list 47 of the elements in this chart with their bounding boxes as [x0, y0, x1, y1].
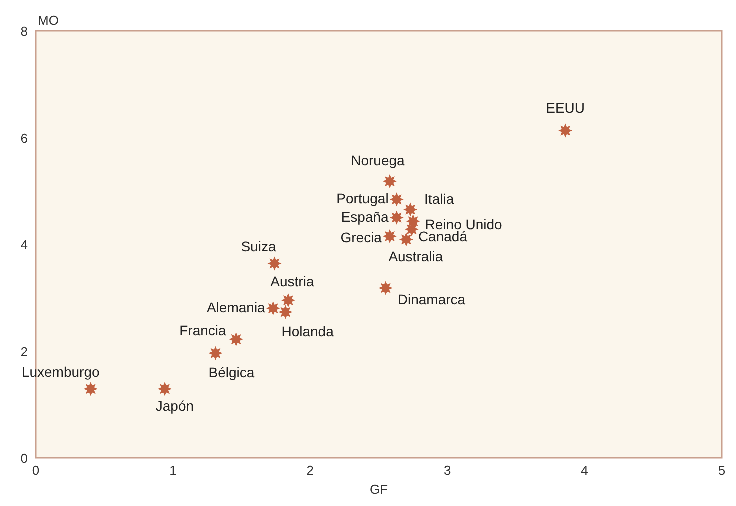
point: [278, 305, 293, 320]
x-tick-label: 0: [32, 463, 40, 478]
point: [399, 232, 414, 247]
annotation: Italia: [424, 190, 454, 207]
y-tick-label: 6: [20, 130, 28, 146]
annotation: Canadá: [418, 228, 468, 245]
point: [266, 302, 280, 316]
x-tick-label: 1: [170, 463, 177, 478]
annotation: Grecia: [340, 229, 382, 246]
point: [268, 256, 282, 271]
point: [378, 281, 393, 296]
y-tick-label: 4: [20, 238, 28, 252]
point: [382, 229, 397, 244]
x-tick-label: 5: [718, 463, 726, 478]
annotation: Holanda: [282, 323, 334, 340]
point: [84, 382, 98, 396]
x-tick-label: 3: [444, 463, 452, 478]
annotation: Australia: [388, 248, 444, 265]
point: [158, 382, 172, 396]
annotation: Japón: [156, 398, 194, 414]
annotation: Austria: [270, 274, 314, 290]
point: [382, 174, 397, 189]
point: [281, 294, 296, 308]
point: [208, 346, 223, 360]
y-axis-title: MO: [38, 13, 59, 28]
y-tick-label: 0: [20, 451, 28, 466]
annotation: EEUU: [546, 100, 586, 116]
annotation: Bélgica: [208, 364, 255, 380]
x-tick-label: 4: [581, 463, 588, 478]
point: [558, 124, 573, 138]
annotation: Suiza: [241, 238, 276, 255]
y-tick-label: 2: [20, 344, 28, 360]
point: [390, 192, 404, 207]
annotation: España: [341, 208, 390, 225]
point: [229, 332, 244, 347]
annotation: Luxemburgo: [22, 364, 100, 380]
annotation: Noruega: [351, 152, 406, 169]
annotation: Portugal: [336, 190, 389, 207]
point: [404, 202, 418, 217]
point: [404, 222, 419, 237]
x-axis-title: GF: [370, 482, 388, 497]
point: [390, 210, 404, 225]
x-tick-label: 2: [306, 463, 314, 478]
annotation: Francia: [180, 322, 227, 339]
y-tick-label: 8: [20, 24, 28, 39]
annotation: Dinamarca: [398, 291, 466, 308]
annotation: Alemania: [206, 300, 266, 316]
